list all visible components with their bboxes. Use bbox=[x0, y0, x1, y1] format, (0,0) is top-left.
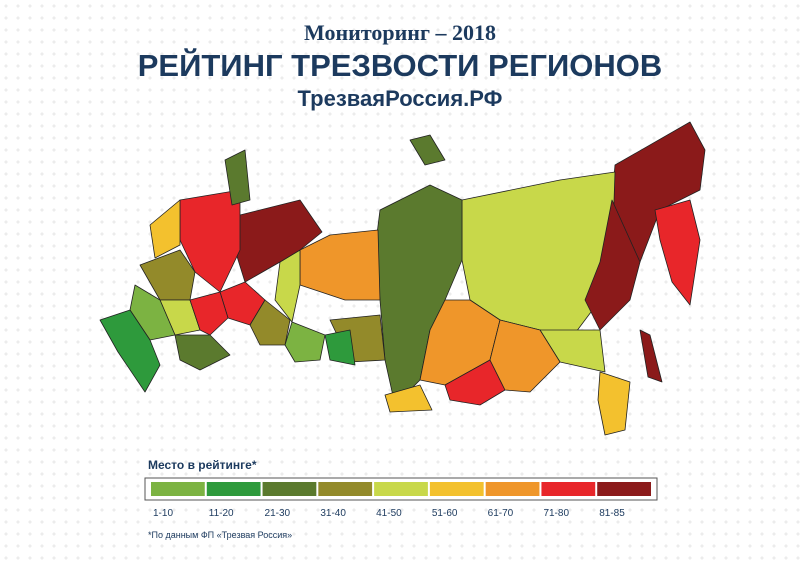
legend-swatch bbox=[206, 482, 261, 496]
region bbox=[639, 329, 663, 383]
region bbox=[384, 384, 433, 413]
subtitle: Мониторинг – 2018 bbox=[304, 20, 496, 45]
legend-title: Место в рейтинге* bbox=[148, 458, 257, 472]
legend-label: 11-20 bbox=[209, 508, 234, 519]
site: ТрезваяРоссия.РФ bbox=[298, 86, 503, 111]
region bbox=[444, 359, 506, 406]
region bbox=[654, 199, 701, 306]
legend-swatch bbox=[262, 482, 317, 496]
legend-label: 81-85 bbox=[599, 508, 625, 519]
region bbox=[99, 309, 161, 393]
region bbox=[284, 321, 326, 363]
legend-label: 51-60 bbox=[432, 508, 458, 519]
legend-label: 71-80 bbox=[543, 508, 569, 519]
legend-swatch bbox=[485, 482, 540, 496]
region bbox=[224, 149, 251, 206]
legend-label: 41-50 bbox=[376, 508, 402, 519]
region bbox=[489, 319, 561, 393]
legend-swatch bbox=[151, 482, 205, 496]
region bbox=[324, 329, 356, 366]
footnote: *По данным ФП «Трезвая Россия» bbox=[148, 530, 292, 540]
russia-map bbox=[99, 121, 706, 436]
region bbox=[174, 334, 231, 371]
title: РЕЙТИНГ ТРЕЗВОСТИ РЕГИОНОВ bbox=[138, 47, 663, 83]
legend-swatch bbox=[429, 482, 484, 496]
legend: 1-10 11-20 21-30 31-40 41-50 51-60 61-70 71-80 8… bbox=[151, 482, 651, 519]
legend-label: 1-10 bbox=[153, 508, 173, 519]
legend-label: 21-30 bbox=[265, 508, 291, 519]
region bbox=[409, 134, 446, 166]
region bbox=[149, 199, 181, 259]
region bbox=[189, 291, 229, 336]
region bbox=[597, 371, 631, 436]
legend-swatch bbox=[541, 482, 596, 496]
region bbox=[139, 249, 196, 301]
legend-swatch bbox=[597, 482, 651, 496]
legend-swatch bbox=[374, 482, 428, 496]
legend-swatch bbox=[318, 482, 373, 496]
legend-label: 61-70 bbox=[488, 508, 514, 519]
legend-label: 31-40 bbox=[320, 508, 346, 519]
region bbox=[249, 299, 291, 346]
